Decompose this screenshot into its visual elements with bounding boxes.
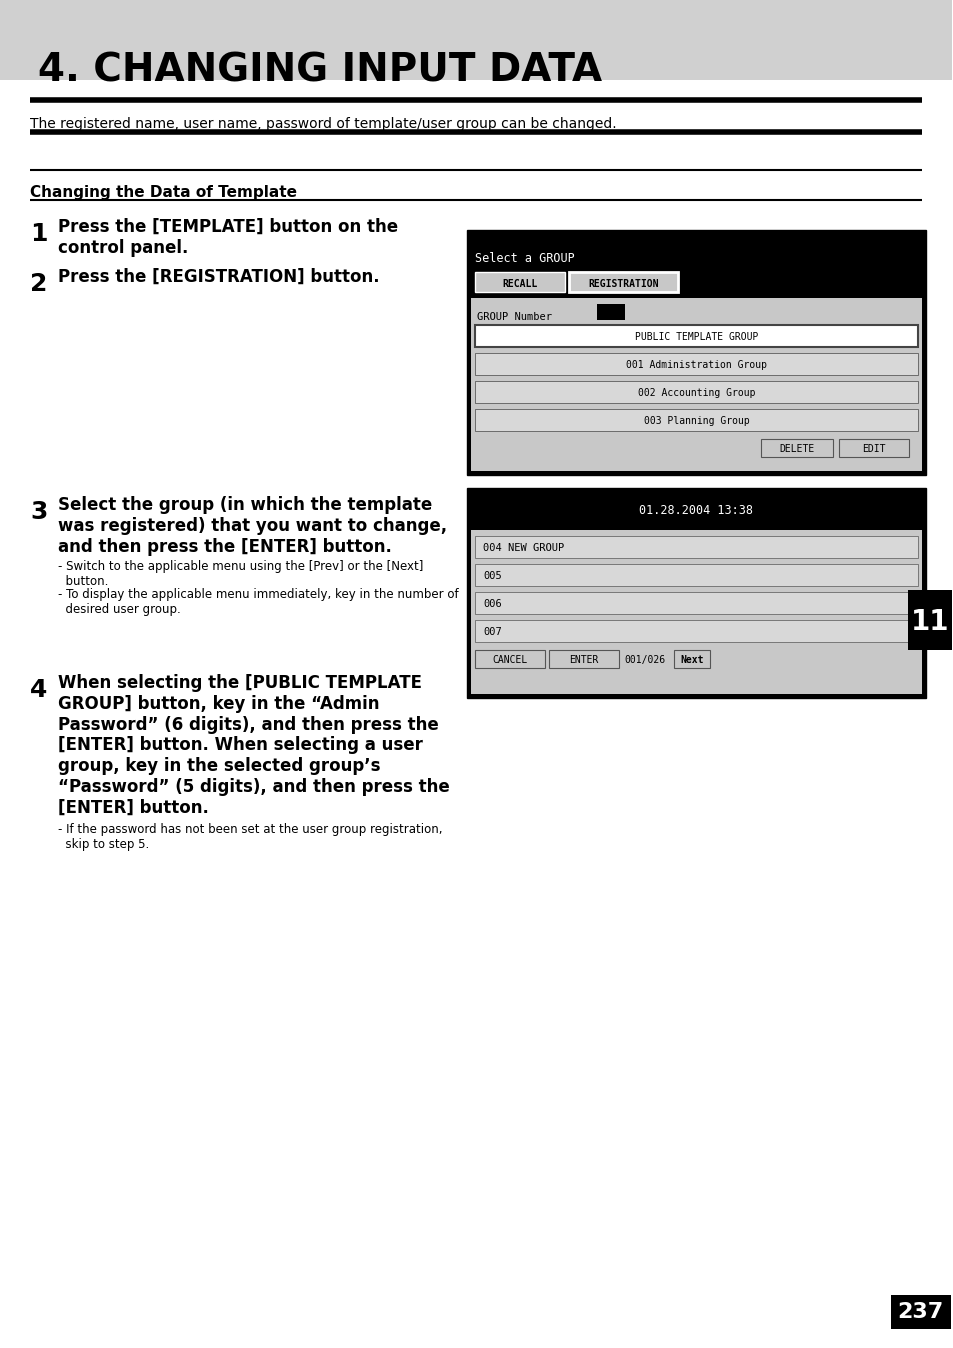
Text: EDIT: EDIT	[862, 443, 884, 454]
Bar	[0, 0, 951, 80]
Text: ENTER: ENTER	[568, 655, 598, 665]
Text: Select the group (in which the template
was registered) that you want to change,: Select the group (in which the template …	[58, 496, 447, 555]
Text: When selecting the [PUBLIC TEMPLATE
GROUP] button, key in the “Admin
Password” (: When selecting the [PUBLIC TEMPLATE GROU…	[58, 674, 449, 817]
Bar	[839, 439, 908, 457]
Text: 006: 006	[482, 599, 501, 609]
Text: GROUP Number: GROUP Number	[476, 311, 552, 322]
Bar	[568, 272, 678, 293]
Text: 001/026: 001/026	[624, 655, 665, 665]
Bar	[475, 620, 917, 642]
Text: 2: 2	[30, 272, 48, 297]
Bar	[471, 298, 921, 470]
Bar	[475, 650, 544, 669]
Text: The registered name, user name, password of template/user group can be changed.: The registered name, user name, password…	[30, 117, 616, 131]
Bar	[475, 325, 917, 346]
Text: DELETE: DELETE	[779, 443, 814, 454]
Text: 01.28.2004 13:38: 01.28.2004 13:38	[639, 504, 753, 518]
Text: 005: 005	[482, 572, 501, 581]
Bar	[471, 530, 921, 694]
Text: 4: 4	[30, 678, 48, 702]
Text: Changing the Data of Template: Changing the Data of Template	[30, 185, 296, 200]
Text: 237: 237	[897, 1302, 943, 1322]
Bar	[475, 592, 917, 613]
Bar	[475, 272, 564, 293]
Text: 002 Accounting Group: 002 Accounting Group	[637, 388, 755, 398]
Text: - If the password has not been set at the user group registration,
  skip to ste: - If the password has not been set at th…	[58, 824, 442, 851]
Text: 3: 3	[30, 500, 48, 524]
Text: - Switch to the applicable menu using the [Prev] or the [Next]
  button.: - Switch to the applicable menu using th…	[58, 559, 423, 588]
Text: 003 Planning Group: 003 Planning Group	[643, 417, 748, 426]
Bar	[674, 650, 710, 669]
Bar	[466, 488, 925, 698]
Text: Press the [REGISTRATION] button.: Press the [REGISTRATION] button.	[58, 268, 379, 286]
Text: 1: 1	[30, 222, 48, 245]
Text: 001 Administration Group: 001 Administration Group	[625, 360, 766, 369]
Text: Select a GROUP: Select a GROUP	[475, 252, 574, 266]
Text: REGISTRATION: REGISTRATION	[588, 279, 659, 288]
Bar	[890, 1295, 950, 1329]
Text: 004 NEW GROUP: 004 NEW GROUP	[482, 543, 563, 553]
Text: CANCEL: CANCEL	[492, 655, 527, 665]
Bar	[475, 381, 917, 403]
Bar	[475, 408, 917, 431]
Text: RECALL: RECALL	[501, 279, 537, 288]
Text: - To display the applicable menu immediately, key in the number of
  desired use: - To display the applicable menu immedia…	[58, 588, 458, 616]
Bar	[760, 439, 832, 457]
Bar	[907, 590, 951, 650]
Bar	[466, 231, 925, 474]
Text: Press the [TEMPLATE] button on the
control panel.: Press the [TEMPLATE] button on the contr…	[58, 218, 397, 257]
Bar	[596, 305, 624, 319]
Bar	[475, 353, 917, 375]
Text: 11: 11	[910, 608, 948, 636]
Text: 4. CHANGING INPUT DATA: 4. CHANGING INPUT DATA	[38, 53, 601, 90]
Text: Next: Next	[679, 655, 703, 665]
Bar	[475, 537, 917, 558]
Text: 007: 007	[482, 627, 501, 638]
Bar	[471, 268, 921, 297]
Bar	[475, 563, 917, 586]
Bar	[548, 650, 618, 669]
Text: PUBLIC TEMPLATE GROUP: PUBLIC TEMPLATE GROUP	[634, 332, 758, 342]
